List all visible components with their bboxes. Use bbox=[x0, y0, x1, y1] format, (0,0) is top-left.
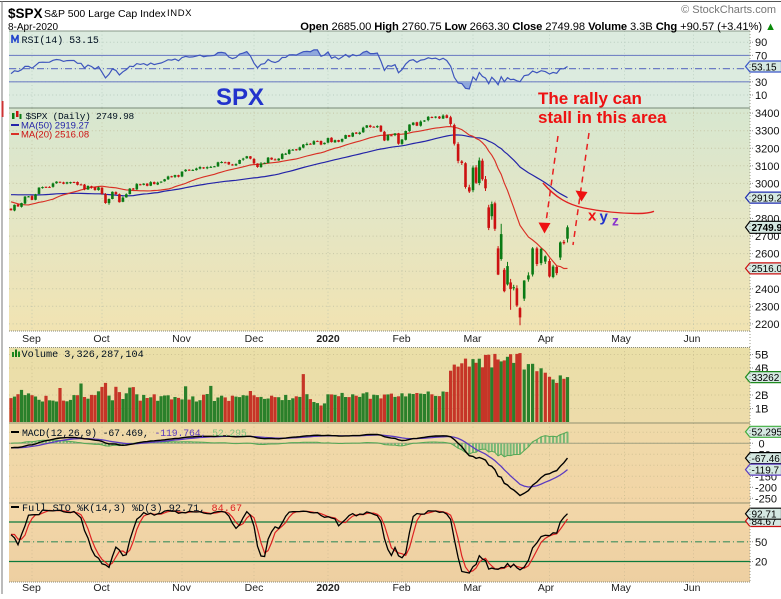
svg-text:y: y bbox=[600, 209, 609, 226]
svg-text:RSI(14) 53.15: RSI(14) 53.15 bbox=[22, 35, 99, 47]
svg-text:Sep: Sep bbox=[22, 333, 41, 345]
svg-text:-250: -250 bbox=[755, 493, 777, 505]
svg-text:INDX: INDX bbox=[167, 8, 192, 19]
svg-text:52.295: 52.295 bbox=[752, 428, 781, 439]
svg-text:10: 10 bbox=[755, 90, 767, 102]
svg-text:2020: 2020 bbox=[316, 333, 340, 345]
svg-text:Oct: Oct bbox=[93, 333, 109, 345]
svg-text:92.71: 92.71 bbox=[752, 510, 777, 521]
svg-text:5B: 5B bbox=[755, 350, 768, 362]
svg-text:Mar: Mar bbox=[463, 333, 482, 345]
svg-text:Dec: Dec bbox=[245, 582, 264, 594]
svg-text:Jun: Jun bbox=[684, 582, 701, 594]
svg-text:The rally can: The rally can bbox=[538, 89, 642, 108]
svg-text:8-Apr-2020: 8-Apr-2020 bbox=[8, 22, 58, 33]
svg-text:Apr: Apr bbox=[538, 333, 555, 345]
svg-text:MA(20) 2516.08: MA(20) 2516.08 bbox=[21, 130, 89, 141]
svg-text:Open 2685.00 High 2760.75 Low: Open 2685.00 High 2760.75 Low 2663.30 Cl… bbox=[300, 21, 776, 33]
svg-text:2600: 2600 bbox=[755, 249, 779, 261]
svg-text:2200: 2200 bbox=[755, 319, 779, 331]
svg-text:3000: 3000 bbox=[755, 178, 779, 190]
svg-text:$SPX: $SPX bbox=[8, 6, 43, 21]
svg-text:Nov: Nov bbox=[172, 333, 191, 345]
svg-text:3300: 3300 bbox=[755, 126, 779, 138]
svg-text:2300: 2300 bbox=[755, 301, 779, 313]
svg-text:Sep: Sep bbox=[22, 582, 41, 594]
svg-text:-119.7: -119.7 bbox=[752, 465, 780, 476]
svg-text:50: 50 bbox=[755, 537, 767, 549]
svg-text:3100: 3100 bbox=[755, 161, 779, 173]
svg-text:May: May bbox=[611, 582, 632, 594]
svg-text:2400: 2400 bbox=[755, 284, 779, 296]
svg-text:May: May bbox=[611, 333, 632, 345]
svg-text:© StockCharts.com: © StockCharts.com bbox=[681, 4, 776, 16]
svg-text:3400: 3400 bbox=[755, 108, 779, 120]
svg-text:Feb: Feb bbox=[392, 582, 410, 594]
svg-text:Feb: Feb bbox=[392, 333, 410, 345]
svg-text:Oct: Oct bbox=[93, 582, 109, 594]
svg-text:2749.9: 2749.9 bbox=[752, 223, 781, 234]
svg-text:MACD(12,26,9) -67.469, -119.76: MACD(12,26,9) -67.469, -119.764, 52.295 bbox=[22, 428, 247, 439]
svg-text:SPX: SPX bbox=[216, 84, 264, 111]
svg-text:z: z bbox=[612, 214, 619, 229]
svg-text:90: 90 bbox=[755, 37, 767, 49]
svg-text:Volume 3,326,287,104: Volume 3,326,287,104 bbox=[22, 349, 144, 361]
svg-text:Nov: Nov bbox=[172, 582, 191, 594]
svg-text:33262: 33262 bbox=[752, 373, 780, 384]
svg-text:2020: 2020 bbox=[316, 582, 340, 594]
svg-text:20: 20 bbox=[755, 557, 767, 569]
svg-text:Mar: Mar bbox=[463, 582, 482, 594]
svg-text:x: x bbox=[588, 208, 597, 225]
svg-text:2516.0: 2516.0 bbox=[752, 264, 781, 275]
svg-text:Apr: Apr bbox=[538, 582, 555, 594]
svg-text:3200: 3200 bbox=[755, 143, 779, 155]
svg-text:1B: 1B bbox=[755, 404, 768, 416]
svg-text:-67.46: -67.46 bbox=[752, 454, 781, 465]
svg-text:S&P 500 Large Cap Index: S&P 500 Large Cap Index bbox=[44, 8, 167, 20]
svg-text:stall in this area: stall in this area bbox=[538, 108, 667, 127]
svg-text:30: 30 bbox=[755, 77, 767, 89]
svg-text:Full STO %K(14,3) %D(3) 92.71,: Full STO %K(14,3) %D(3) 92.71, 84.67 bbox=[22, 503, 242, 515]
svg-text:Jun: Jun bbox=[684, 333, 701, 345]
svg-text:53.15: 53.15 bbox=[752, 62, 777, 73]
svg-text:2B: 2B bbox=[755, 390, 768, 402]
svg-text:2919.2: 2919.2 bbox=[752, 193, 781, 204]
svg-text:Dec: Dec bbox=[245, 333, 264, 345]
